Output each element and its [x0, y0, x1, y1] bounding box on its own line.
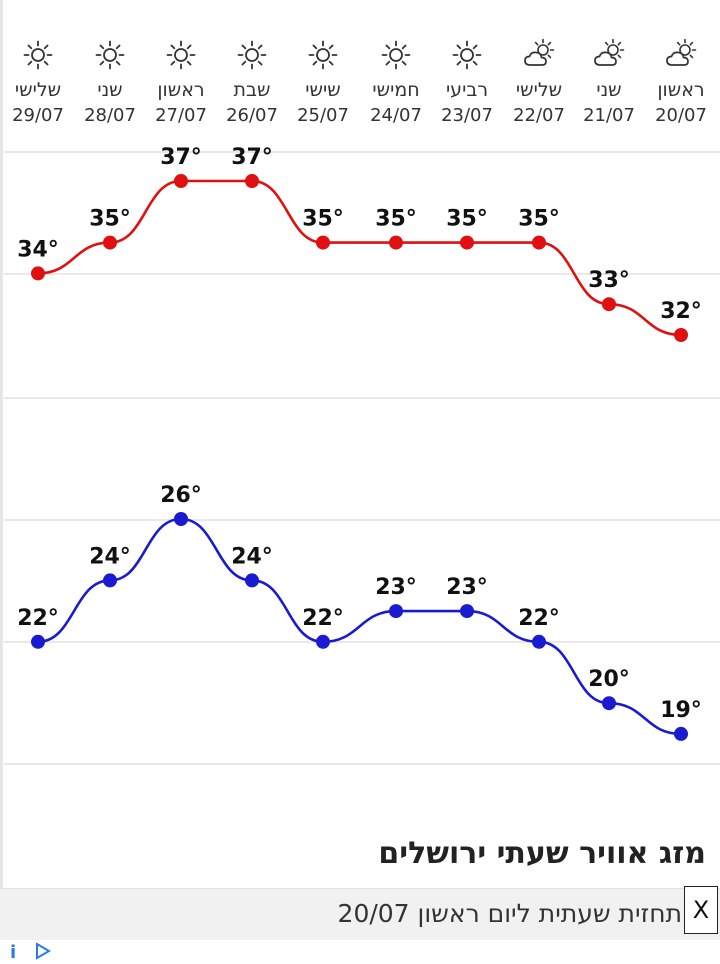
day-name: ראשון	[157, 79, 205, 101]
high-temp-point	[31, 266, 45, 281]
day-column[interactable]: שלישי 22/07	[503, 38, 575, 128]
high-temp-label: 37°	[160, 145, 202, 170]
low-temp-point	[31, 634, 45, 649]
day-column[interactable]: שני 28/07	[74, 38, 146, 128]
low-temp-point	[245, 573, 259, 588]
day-date: 27/07	[155, 105, 207, 126]
low-temp-label: 23°	[375, 575, 417, 600]
low-temp-point	[460, 604, 474, 619]
low-temp-label: 24°	[89, 544, 131, 569]
day-name: שלישי	[14, 79, 62, 101]
high-temp-point	[316, 235, 330, 250]
day-date: 20/07	[655, 105, 707, 126]
day-column[interactable]: ראשון 20/07	[645, 38, 717, 128]
low-temp-label: 22°	[302, 606, 344, 631]
high-temp-point	[103, 235, 117, 250]
day-name: שני	[596, 79, 622, 101]
high-temp-point	[602, 297, 616, 312]
sun-icon	[2, 38, 74, 78]
day-name: רביעי	[445, 79, 489, 101]
high-temp-label: 32°	[660, 299, 702, 324]
sun-icon	[431, 38, 503, 78]
ad-choices-icon[interactable]	[34, 942, 52, 964]
high-temp-point	[174, 174, 188, 188]
sun-icon	[216, 38, 288, 78]
day-name: שלישי	[515, 79, 563, 101]
low-temp-label: 22°	[518, 606, 560, 631]
day-column[interactable]: ראשון 27/07	[145, 38, 217, 128]
high-temp-label: 35°	[518, 207, 560, 232]
partly-cloudy-icon	[503, 38, 575, 78]
day-column[interactable]: שני 21/07	[573, 38, 645, 128]
ad-footer	[0, 940, 720, 960]
sun-icon	[74, 38, 146, 78]
low-temp-label: 26°	[160, 483, 202, 508]
low-temp-point	[103, 573, 117, 588]
high-temp-label: 34°	[17, 237, 59, 262]
day-column[interactable]: שישי 25/07	[287, 38, 359, 128]
high-temp-point	[532, 235, 546, 250]
high-temp-line	[37, 179, 682, 337]
ad-text[interactable]: תחזית שעתית ליום ראשון 20/07	[337, 899, 682, 928]
close-ad-button[interactable]: X	[684, 886, 718, 934]
high-temp-label: 35°	[302, 207, 344, 232]
low-temp-label: 23°	[446, 575, 488, 600]
high-temp-label: 35°	[89, 207, 131, 232]
low-temp-label: 22°	[17, 606, 59, 631]
section-title: מזג אוויר שעתי ירושלים	[378, 836, 706, 871]
day-date: 28/07	[84, 105, 136, 126]
sun-icon	[145, 38, 217, 78]
high-temp-label: 35°	[446, 207, 488, 232]
low-temp-label: 20°	[588, 667, 630, 692]
low-temp-point	[316, 634, 330, 649]
high-temp-label: 35°	[375, 207, 417, 232]
day-column[interactable]: שבת 26/07	[216, 38, 288, 128]
day-date: 26/07	[226, 105, 278, 126]
low-temp-point	[674, 726, 688, 741]
temperature-chart: 34° 35° 37° 37° 35° 35° 35° 35° 33° 32° 22° 24° 26° 2…	[4, 145, 720, 765]
day-column[interactable]: רביעי 23/07	[431, 38, 503, 128]
partly-cloudy-icon	[645, 38, 717, 78]
high-temp-point	[460, 235, 474, 250]
left-border	[0, 0, 3, 960]
low-temp-point	[602, 696, 616, 711]
day-date: 22/07	[513, 105, 565, 126]
partly-cloudy-icon	[573, 38, 645, 78]
day-name: שישי	[305, 79, 341, 101]
high-temp-point	[674, 328, 688, 342]
info-icon[interactable]: i	[10, 942, 17, 963]
sun-icon	[360, 38, 432, 78]
day-date: 25/07	[297, 105, 349, 126]
ad-banner[interactable]	[0, 888, 720, 941]
day-column[interactable]: שלישי 29/07	[2, 38, 74, 128]
high-temp-label: 33°	[588, 268, 630, 293]
day-name: שבת	[233, 79, 271, 101]
high-temp-point	[245, 174, 259, 188]
low-temp-point	[532, 634, 546, 649]
day-date: 21/07	[583, 105, 635, 126]
day-name: ראשון	[657, 79, 705, 101]
day-column[interactable]: חמישי 24/07	[360, 38, 432, 128]
high-temp-point	[389, 235, 403, 250]
day-date: 24/07	[370, 105, 422, 126]
low-temp-label: 24°	[231, 544, 273, 569]
day-date: 29/07	[12, 105, 64, 126]
day-name: חמישי	[372, 79, 420, 101]
day-name: שני	[97, 79, 123, 101]
low-temp-point	[389, 604, 403, 619]
sun-icon	[287, 38, 359, 78]
low-temp-line	[37, 517, 682, 736]
low-temp-point	[174, 512, 188, 526]
low-temp-label: 19°	[660, 698, 702, 723]
high-temp-label: 37°	[231, 145, 273, 170]
day-date: 23/07	[441, 105, 493, 126]
